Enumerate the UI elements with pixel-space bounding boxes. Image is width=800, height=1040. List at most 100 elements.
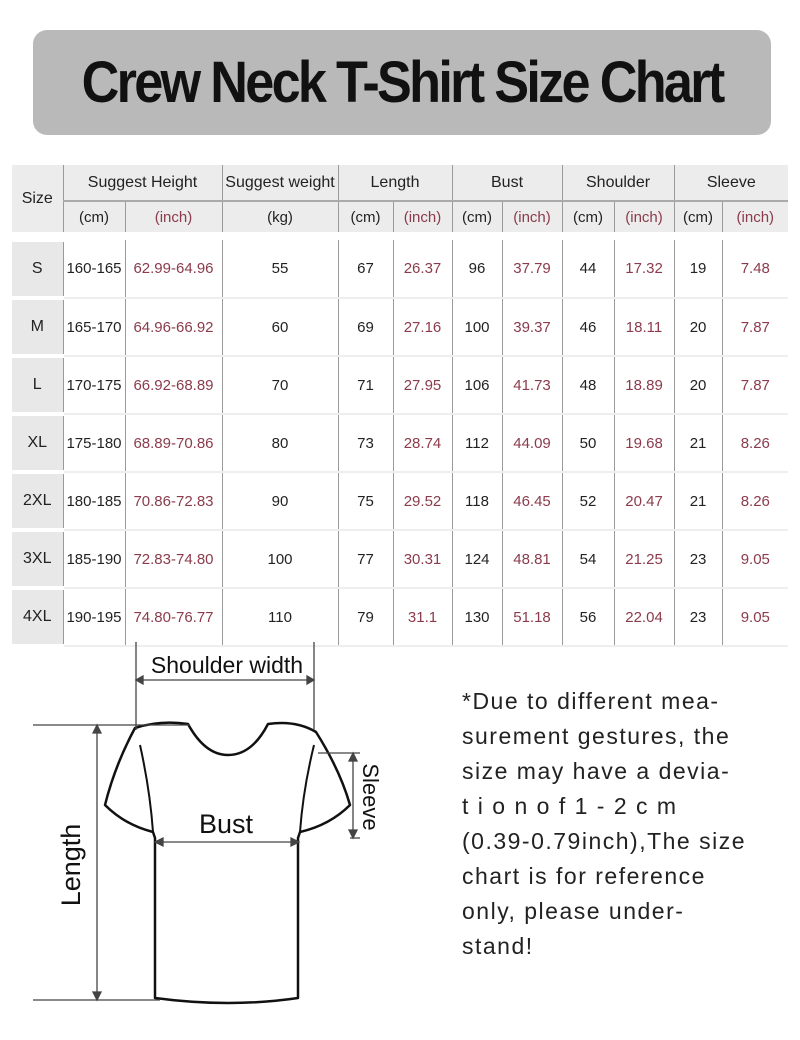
size-cell: S <box>12 238 63 300</box>
value-cell: 66.92-68.89 <box>124 356 222 415</box>
size-cell: XL <box>12 412 63 474</box>
value-cell: 165-170 <box>62 298 125 357</box>
value-cell: 9.05 <box>721 588 789 647</box>
group-header: Sleeve <box>673 165 789 202</box>
value-cell: 26.37 <box>392 240 452 299</box>
size-cell: L <box>12 354 63 416</box>
value-cell: 72.83-74.80 <box>124 530 222 589</box>
value-cell: 22.04 <box>613 588 675 647</box>
unit-header: (inch) <box>124 201 222 232</box>
value-cell: 21.25 <box>613 530 675 589</box>
value-cell: 68.89-70.86 <box>124 414 222 473</box>
group-header: Suggest weight <box>221 165 338 202</box>
value-cell: 56 <box>561 588 615 647</box>
page-title: Crew Neck T-Shirt Size Chart <box>81 50 726 115</box>
size-table: Size Suggest Height Suggest weight Lengt… <box>12 165 789 648</box>
value-cell: 46 <box>561 298 615 357</box>
note-line: size may have a devia- <box>462 758 731 784</box>
note-line: chart is for reference <box>462 863 706 889</box>
value-cell: 27.95 <box>392 356 452 415</box>
value-cell: 50 <box>561 414 615 473</box>
value-cell: 37.79 <box>501 240 563 299</box>
value-cell: 185-190 <box>62 530 125 589</box>
unit-header: (cm) <box>62 201 125 232</box>
unit-header: (inch) <box>392 201 452 232</box>
value-cell: 100 <box>451 298 502 357</box>
value-cell: 52 <box>561 472 615 531</box>
value-cell: 17.32 <box>613 240 675 299</box>
value-cell: 190-195 <box>62 588 125 647</box>
value-cell: 20 <box>673 298 723 357</box>
note-line: (0.39-0.79inch),The size <box>462 828 747 854</box>
value-cell: 79 <box>337 588 393 647</box>
value-cell: 60 <box>221 298 338 357</box>
note-line: only, please under- <box>462 898 685 924</box>
value-cell: 180-185 <box>62 472 125 531</box>
table-row: L 170-175 66.92-68.89 70 71 27.95 106 41.73 48 18… <box>12 354 789 416</box>
value-cell: 44.09 <box>501 414 563 473</box>
value-cell: 73 <box>337 414 393 473</box>
value-cell: 29.52 <box>392 472 452 531</box>
size-cell: 4XL <box>12 586 63 648</box>
value-cell: 54 <box>561 530 615 589</box>
size-cell: 2XL <box>12 470 63 532</box>
title-banner: Crew Neck T-Shirt Size Chart <box>33 30 771 135</box>
tshirt-diagram: Shoulder width Bust Length Sleeve <box>33 642 383 1005</box>
value-cell: 8.26 <box>721 472 789 531</box>
unit-header: (kg) <box>221 201 338 232</box>
value-cell: 21 <box>673 414 723 473</box>
table-row: 4XL 190-195 74.80-76.77 110 79 31.1 130 51.18 56… <box>12 586 789 648</box>
deviation-note: *Due to different mea-surement gestures,… <box>462 684 747 964</box>
group-header: Shoulder <box>561 165 675 202</box>
value-cell: 19 <box>673 240 723 299</box>
value-cell: 23 <box>673 588 723 647</box>
value-cell: 175-180 <box>62 414 125 473</box>
value-cell: 160-165 <box>62 240 125 299</box>
group-header: Length <box>337 165 452 202</box>
value-cell: 9.05 <box>721 530 789 589</box>
value-cell: 41.73 <box>501 356 563 415</box>
value-cell: 67 <box>337 240 393 299</box>
note-line: *Due to different mea- <box>462 688 720 714</box>
value-cell: 170-175 <box>62 356 125 415</box>
size-cell: M <box>12 296 63 358</box>
size-header: Size <box>12 165 63 232</box>
value-cell: 75 <box>337 472 393 531</box>
value-cell: 96 <box>451 240 502 299</box>
unit-header: (cm) <box>451 201 502 232</box>
value-cell: 18.89 <box>613 356 675 415</box>
value-cell: 62.99-64.96 <box>124 240 222 299</box>
tshirt-outline <box>103 721 352 1005</box>
unit-header: (inch) <box>501 201 563 232</box>
value-cell: 8.26 <box>721 414 789 473</box>
value-cell: 80 <box>221 414 338 473</box>
bust-label: Bust <box>199 809 254 839</box>
value-cell: 46.45 <box>501 472 563 531</box>
value-cell: 19.68 <box>613 414 675 473</box>
value-cell: 69 <box>337 298 393 357</box>
value-cell: 21 <box>673 472 723 531</box>
value-cell: 7.48 <box>721 240 789 299</box>
value-cell: 70 <box>221 356 338 415</box>
value-cell: 55 <box>221 240 338 299</box>
value-cell: 48 <box>561 356 615 415</box>
table-row: 2XL 180-185 70.86-72.83 90 75 29.52 118 46.45 52… <box>12 470 789 532</box>
value-cell: 110 <box>221 588 338 647</box>
table-row: XL 175-180 68.89-70.86 80 73 28.74 112 44.09 50 1… <box>12 412 789 474</box>
value-cell: 118 <box>451 472 502 531</box>
value-cell: 7.87 <box>721 298 789 357</box>
unit-header: (cm) <box>561 201 615 232</box>
group-header: Suggest Height <box>62 165 222 202</box>
value-cell: 71 <box>337 356 393 415</box>
value-cell: 51.18 <box>501 588 563 647</box>
value-cell: 7.87 <box>721 356 789 415</box>
value-cell: 48.81 <box>501 530 563 589</box>
value-cell: 90 <box>221 472 338 531</box>
value-cell: 31.1 <box>392 588 452 647</box>
unit-header: (cm) <box>673 201 723 232</box>
note-line: stand! <box>462 933 534 959</box>
value-cell: 39.37 <box>501 298 563 357</box>
length-label: Length <box>56 824 86 907</box>
value-cell: 124 <box>451 530 502 589</box>
value-cell: 77 <box>337 530 393 589</box>
